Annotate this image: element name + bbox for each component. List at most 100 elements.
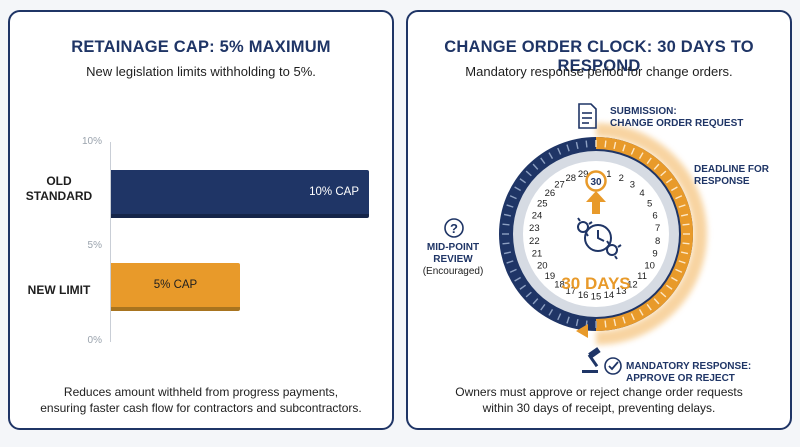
ring-tick	[613, 141, 617, 150]
clock-day-numbers: 1 234567891011121314151617181920212223242…	[529, 169, 660, 303]
midpoint-label: MID-POINT REVIEW (Encouraged)	[412, 242, 494, 278]
day-number: 14	[604, 290, 615, 301]
deadline-line: RESPONSE	[694, 176, 750, 187]
chart-axis	[110, 142, 111, 342]
ring-tick	[532, 163, 539, 170]
footer-line: Reduces amount withheld from progress pa…	[63, 385, 339, 399]
day-number: 16	[578, 290, 589, 301]
ring-tick	[604, 320, 607, 328]
change-order-title: CHANGE ORDER CLOCK: 30 DAYS TO RESPOND	[444, 38, 754, 75]
ring-tick	[680, 213, 689, 217]
day-number: 10	[644, 261, 655, 272]
ring-tick	[653, 298, 660, 305]
clock-center-text: 30 DAYS	[561, 274, 630, 293]
clock-diagram: 1 234567891011121314151617181920212223242…	[444, 103, 707, 375]
question-glyph: ?	[450, 221, 458, 236]
ring-tick	[557, 313, 562, 321]
ring-tick	[665, 178, 673, 184]
top-badge-label: 30	[590, 177, 602, 188]
footer-line: Owners must approve or reject change ord…	[455, 385, 743, 399]
arrow-up-icon	[586, 191, 606, 214]
footer-line: within 30 days of receipt, preventing de…	[482, 401, 716, 415]
change-order-panel: CHANGE ORDER CLOCK: 30 DAYS TO RESPOND M…	[406, 10, 792, 430]
deadline-glow	[595, 123, 707, 345]
ring-tick	[525, 170, 532, 177]
midpoint-line: (Encouraged)	[422, 266, 484, 277]
ring-tick	[646, 157, 652, 165]
day-number: 1	[606, 169, 611, 180]
ring-tick	[630, 147, 635, 155]
ring-tick	[548, 308, 554, 316]
ring-tick	[503, 213, 512, 217]
mandatory-line: MANDATORY RESPONSE:	[626, 361, 752, 372]
ring-tick	[638, 152, 644, 160]
day-number: 7	[655, 223, 660, 234]
day-number: 25	[537, 199, 548, 210]
footer-line: ensuring faster cash flow for contractor…	[40, 401, 362, 415]
deadline-label: DEADLINE FOR RESPONSE	[694, 164, 769, 188]
mandatory-label: MANDATORY RESPONSE: APPROVE OR REJECT	[626, 361, 751, 385]
ring-tick	[585, 140, 588, 148]
bar-data-label: 10% CAP	[309, 186, 359, 198]
ring-tick	[566, 144, 570, 152]
day-number: 2	[619, 173, 624, 184]
category-label-old-standard: OLD STANDARD	[10, 174, 108, 204]
ring-tick	[675, 268, 683, 273]
ring-tick	[638, 308, 644, 316]
tick-label-10: 10%	[81, 136, 102, 147]
retainage-panel: RETAINAGE CAP: 5% MAXIMUM New legislatio…	[8, 10, 394, 430]
arc-arrow-head	[576, 324, 588, 338]
ring-tick	[506, 204, 514, 208]
day-number: 22	[529, 236, 540, 247]
ring-tick	[653, 163, 660, 170]
day-number: 20	[537, 261, 548, 272]
ring-tick	[622, 144, 626, 152]
ring-tick	[660, 170, 667, 177]
retainage-subtitle: New legislation limits withholding to 5%…	[86, 64, 316, 79]
bar-old-standard: 10% CAP	[111, 170, 369, 218]
day-number: 27	[554, 179, 565, 190]
ring-tick	[514, 276, 522, 282]
retainage-title: RETAINAGE CAP: 5% MAXIMUM	[71, 38, 331, 56]
day-number: 8	[655, 236, 660, 247]
deadline-line: DEADLINE FOR	[694, 164, 769, 175]
ring-tick	[680, 251, 689, 255]
ring-tick	[613, 318, 617, 327]
ring-tick	[646, 303, 652, 311]
clock-deadline-arc	[596, 137, 693, 331]
submission-label: SUBMISSION: CHANGE ORDER REQUEST	[610, 106, 743, 130]
day-number: 26	[545, 188, 556, 199]
ring-tick	[678, 260, 686, 264]
day-number: 15	[591, 292, 602, 303]
ring-tick	[678, 204, 686, 208]
ring-tick	[670, 276, 678, 282]
ring-tick	[575, 141, 579, 150]
ring-tick	[525, 291, 532, 298]
day-number: 5	[647, 199, 652, 210]
ring-tick	[509, 268, 517, 273]
submission-line: CHANGE ORDER REQUEST	[610, 118, 744, 129]
ring-tick	[630, 313, 635, 321]
ring-tick	[514, 186, 522, 192]
ring-tick	[665, 284, 673, 290]
day-number: 6	[652, 210, 657, 221]
ring-tick	[540, 303, 546, 311]
day-number: 17	[565, 286, 576, 297]
day-number: 9	[652, 249, 657, 260]
ring-tick	[506, 260, 514, 264]
bar-new-limit: 5% CAP	[111, 263, 240, 311]
day-number: 3	[630, 179, 635, 190]
ring-tick	[660, 291, 667, 298]
ring-tick	[502, 223, 510, 226]
day-number: 28	[565, 173, 576, 184]
change-order-subtitle: Mandatory response period for change ord…	[465, 64, 733, 79]
day-number: 13	[616, 286, 627, 297]
submission-line: SUBMISSION:	[610, 106, 677, 117]
retainage-footer: Reduces amount withheld from progress pa…	[20, 384, 382, 416]
day-number: 18	[554, 280, 565, 291]
day-number: 4	[639, 188, 644, 199]
ring-tick	[575, 318, 579, 327]
top-badge	[585, 170, 607, 192]
bar-data-label: 5% CAP	[153, 279, 198, 291]
day-number: 19	[545, 271, 556, 282]
